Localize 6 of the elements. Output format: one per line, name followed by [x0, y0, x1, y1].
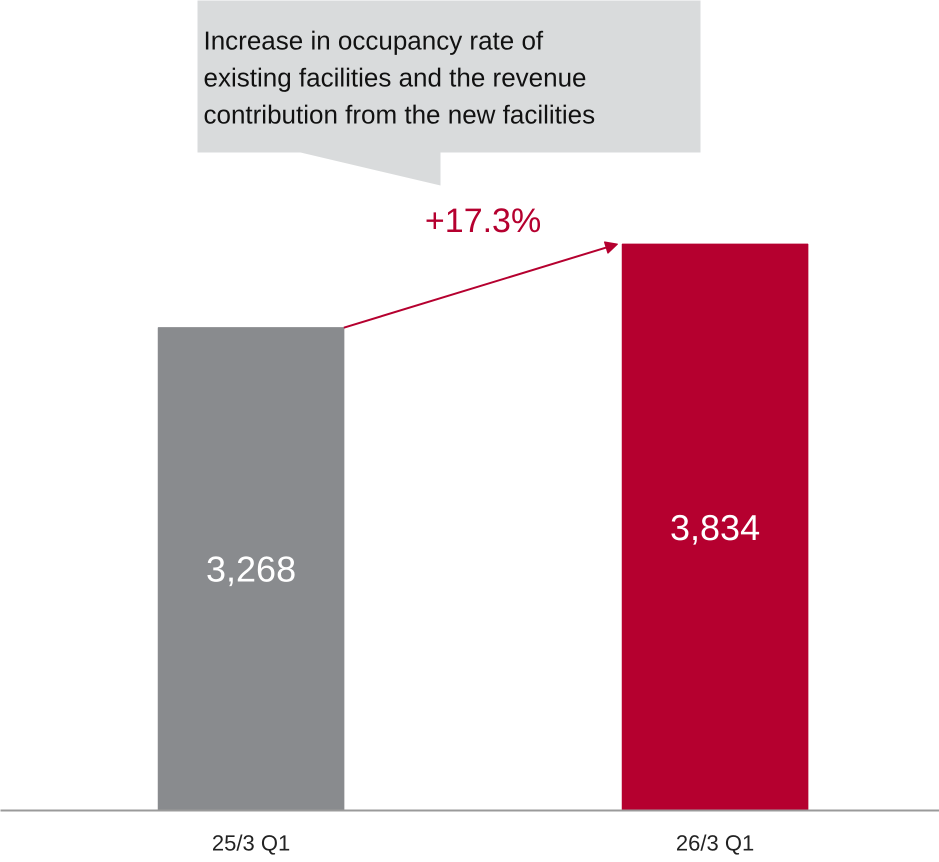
x-tick-label: 25/3 Q1 — [212, 830, 290, 856]
text: +17.3% — [424, 202, 542, 240]
x-tick-label: 26/3 Q1 — [676, 830, 754, 856]
data-label: 3,834 — [670, 506, 760, 548]
data-label: 3,268 — [206, 548, 296, 590]
text: Increase in occupancy rate of existing facilities and the revenue contribution from the new facilities — [204, 26, 596, 130]
